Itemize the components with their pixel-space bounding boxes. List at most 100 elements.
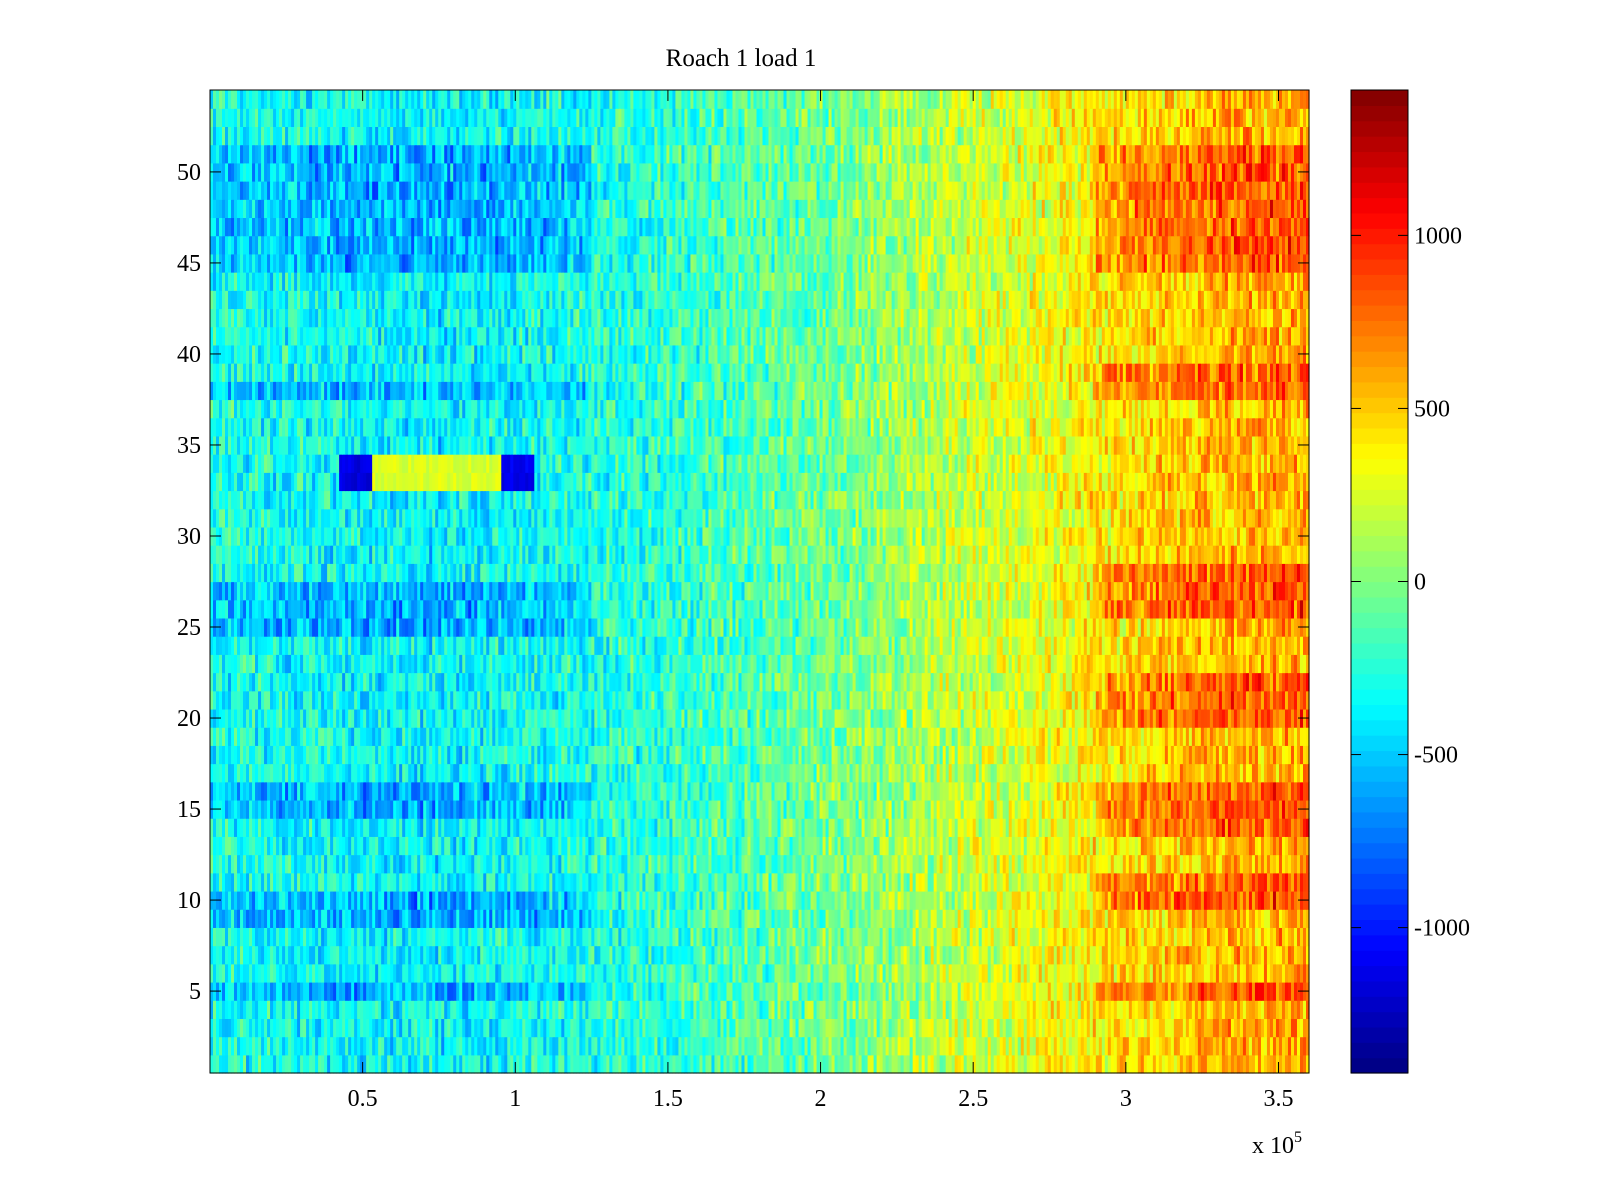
heatmap-cell [816, 1018, 821, 1038]
heatmap-cell [636, 890, 640, 910]
heatmap-cell [1047, 981, 1052, 1001]
heatmap-cell [276, 854, 280, 874]
heatmap-cell [768, 1036, 773, 1056]
heatmap-cell [1191, 1054, 1196, 1074]
heatmap-cell [1185, 836, 1190, 856]
heatmap-cell [1239, 945, 1244, 965]
heatmap-cell [960, 927, 965, 947]
heatmap-cell [1074, 890, 1079, 910]
heatmap-cell [648, 890, 652, 910]
heatmap-cell [453, 927, 457, 947]
heatmap-cell [1263, 981, 1268, 1001]
heatmap-cell [1239, 854, 1244, 874]
heatmap-cell [1200, 963, 1205, 983]
heatmap-cell [519, 854, 523, 874]
heatmap-cell [1194, 872, 1199, 892]
heatmap-cell [783, 872, 788, 892]
heatmap-cell [468, 1054, 472, 1074]
heatmap-cell [1149, 854, 1154, 874]
heatmap-cell [954, 854, 959, 874]
heatmap-cell [480, 963, 484, 983]
heatmap-cell [444, 854, 448, 874]
heatmap-cell [771, 818, 776, 837]
heatmap-cell [546, 1018, 550, 1038]
heatmap-cell [1161, 1018, 1166, 1038]
heatmap-cell [798, 963, 803, 983]
heatmap-cell [786, 872, 791, 892]
heatmap-cell [363, 909, 367, 928]
heatmap-cell [657, 1018, 662, 1038]
heatmap-cell [1173, 1054, 1178, 1074]
heatmap-cell [387, 818, 391, 837]
heatmap-cell [1083, 963, 1088, 983]
heatmap-cell [405, 963, 409, 983]
heatmap-cell [474, 1054, 478, 1074]
heatmap-cell [789, 854, 794, 874]
heatmap-cell [816, 872, 821, 892]
heatmap-cell [558, 854, 562, 874]
heatmap-cell [924, 909, 929, 928]
heatmap-cell [705, 1000, 710, 1019]
heatmap-cell [1290, 1036, 1295, 1056]
heatmap-cell [336, 1018, 340, 1038]
heatmap-cell [873, 836, 878, 856]
heatmap-cell [480, 836, 484, 856]
heatmap-cell [447, 818, 451, 837]
heatmap-cell [1077, 836, 1082, 856]
heatmap-cell [501, 836, 505, 856]
heatmap-cell [969, 872, 974, 892]
heatmap-cell [963, 1054, 968, 1074]
heatmap-cell [399, 854, 403, 874]
heatmap-cell [243, 981, 247, 1001]
heatmap-cell [216, 818, 220, 837]
heatmap-cell [804, 872, 809, 892]
heatmap-cell [300, 872, 304, 892]
heatmap-cell [909, 836, 914, 856]
heatmap-cell [357, 836, 361, 856]
heatmap-cell [1251, 927, 1256, 947]
heatmap-cell [753, 909, 758, 928]
heatmap-cell [249, 1036, 253, 1056]
heatmap-cell [456, 1000, 460, 1019]
heatmap-cell [303, 872, 307, 892]
heatmap-cell [921, 927, 926, 947]
heatmap-cell [213, 818, 217, 837]
heatmap-cell [1137, 945, 1142, 965]
heatmap-cell [462, 963, 466, 983]
heatmap-cell [1299, 872, 1304, 892]
heatmap-cell [849, 909, 854, 928]
heatmap-cell [372, 1054, 376, 1074]
heatmap-cell [1275, 872, 1280, 892]
heatmap-cell [483, 1036, 487, 1056]
heatmap-cell [1089, 890, 1094, 910]
heatmap-cell [528, 909, 532, 928]
heatmap-cell [1176, 945, 1181, 965]
heatmap-cell [1167, 854, 1172, 874]
heatmap-cell [645, 981, 649, 1001]
heatmap-cell [1197, 963, 1202, 983]
heatmap-cell [894, 981, 899, 1001]
heatmap-cell [828, 945, 833, 965]
heatmap-cell [870, 890, 875, 910]
heatmap-cell [843, 909, 848, 928]
heatmap-cell [486, 1054, 490, 1074]
heatmap-cell [1086, 927, 1091, 947]
heatmap-cell [708, 854, 713, 874]
heatmap-cell [1128, 963, 1133, 983]
heatmap-cell [843, 927, 848, 947]
heatmap-cell [1203, 909, 1208, 928]
heatmap-cell [345, 836, 349, 856]
heatmap-cell [627, 963, 631, 983]
heatmap-cell [1074, 854, 1079, 874]
heatmap-cell [1035, 1036, 1040, 1056]
heatmap-cell [897, 872, 902, 892]
heatmap-cell [636, 1000, 640, 1019]
heatmap-cell [891, 927, 896, 947]
heatmap-cell [1173, 963, 1178, 983]
heatmap-cell [1134, 1000, 1139, 1019]
heatmap-cell [615, 981, 619, 1001]
heatmap-cell [1266, 1054, 1271, 1074]
heatmap-cell [906, 909, 911, 928]
heatmap-cell [768, 872, 773, 892]
heatmap-cell [951, 909, 956, 928]
